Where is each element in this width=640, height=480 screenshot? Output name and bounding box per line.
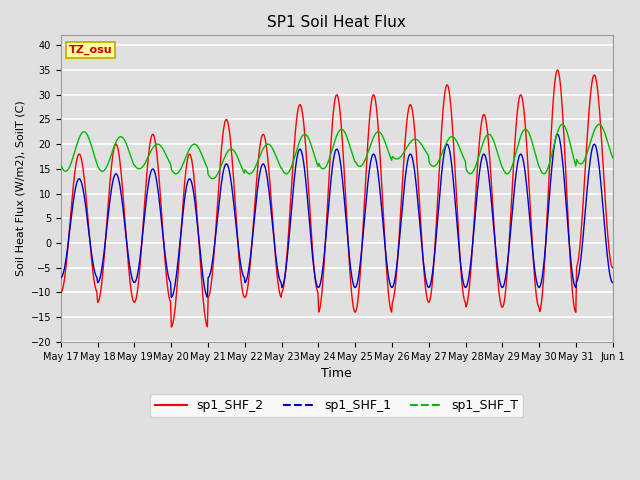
sp1_SHF_1 — [554, 132, 561, 137]
sp1_SHF_T — [209, 176, 216, 181]
sp1_SHF_1 — [180, 198, 188, 204]
sp1_SHF_T — [180, 160, 188, 166]
sp1_SHF_T — [404, 142, 412, 148]
sp1_SHF_2 — [57, 289, 65, 295]
sp1_SHF_1 — [67, 219, 75, 225]
sp1_SHF_2 — [404, 107, 412, 112]
X-axis label: Time: Time — [321, 367, 352, 380]
sp1_SHF_1 — [210, 251, 218, 257]
Line: sp1_SHF_1: sp1_SHF_1 — [61, 134, 612, 298]
sp1_SHF_T — [67, 161, 75, 167]
sp1_SHF_1 — [168, 295, 175, 300]
sp1_SHF_T — [210, 176, 218, 181]
sp1_SHF_T — [609, 155, 616, 160]
sp1_SHF_2 — [420, 276, 428, 282]
sp1_SHF_T — [57, 162, 65, 168]
sp1_SHF_1 — [124, 247, 131, 252]
Legend: sp1_SHF_2, sp1_SHF_1, sp1_SHF_T: sp1_SHF_2, sp1_SHF_1, sp1_SHF_T — [150, 394, 523, 417]
sp1_SHF_2 — [210, 257, 218, 263]
Title: SP1 Soil Heat Flux: SP1 Soil Heat Flux — [268, 15, 406, 30]
Text: TZ_osu: TZ_osu — [69, 45, 113, 55]
sp1_SHF_1 — [609, 280, 616, 286]
sp1_SHF_2 — [609, 265, 616, 271]
sp1_SHF_2 — [180, 183, 188, 189]
sp1_SHF_1 — [420, 269, 428, 275]
Line: sp1_SHF_T: sp1_SHF_T — [61, 124, 612, 179]
sp1_SHF_T — [595, 121, 603, 127]
sp1_SHF_T — [420, 147, 428, 153]
Line: sp1_SHF_2: sp1_SHF_2 — [61, 70, 612, 327]
sp1_SHF_1 — [404, 154, 412, 160]
sp1_SHF_2 — [168, 324, 175, 330]
sp1_SHF_1 — [57, 275, 65, 280]
sp1_SHF_T — [124, 144, 131, 150]
sp1_SHF_2 — [124, 252, 131, 258]
sp1_SHF_2 — [554, 67, 561, 73]
Y-axis label: Soil Heat Flux (W/m2), SoilT (C): Soil Heat Flux (W/m2), SoilT (C) — [15, 101, 25, 276]
sp1_SHF_2 — [67, 211, 75, 217]
